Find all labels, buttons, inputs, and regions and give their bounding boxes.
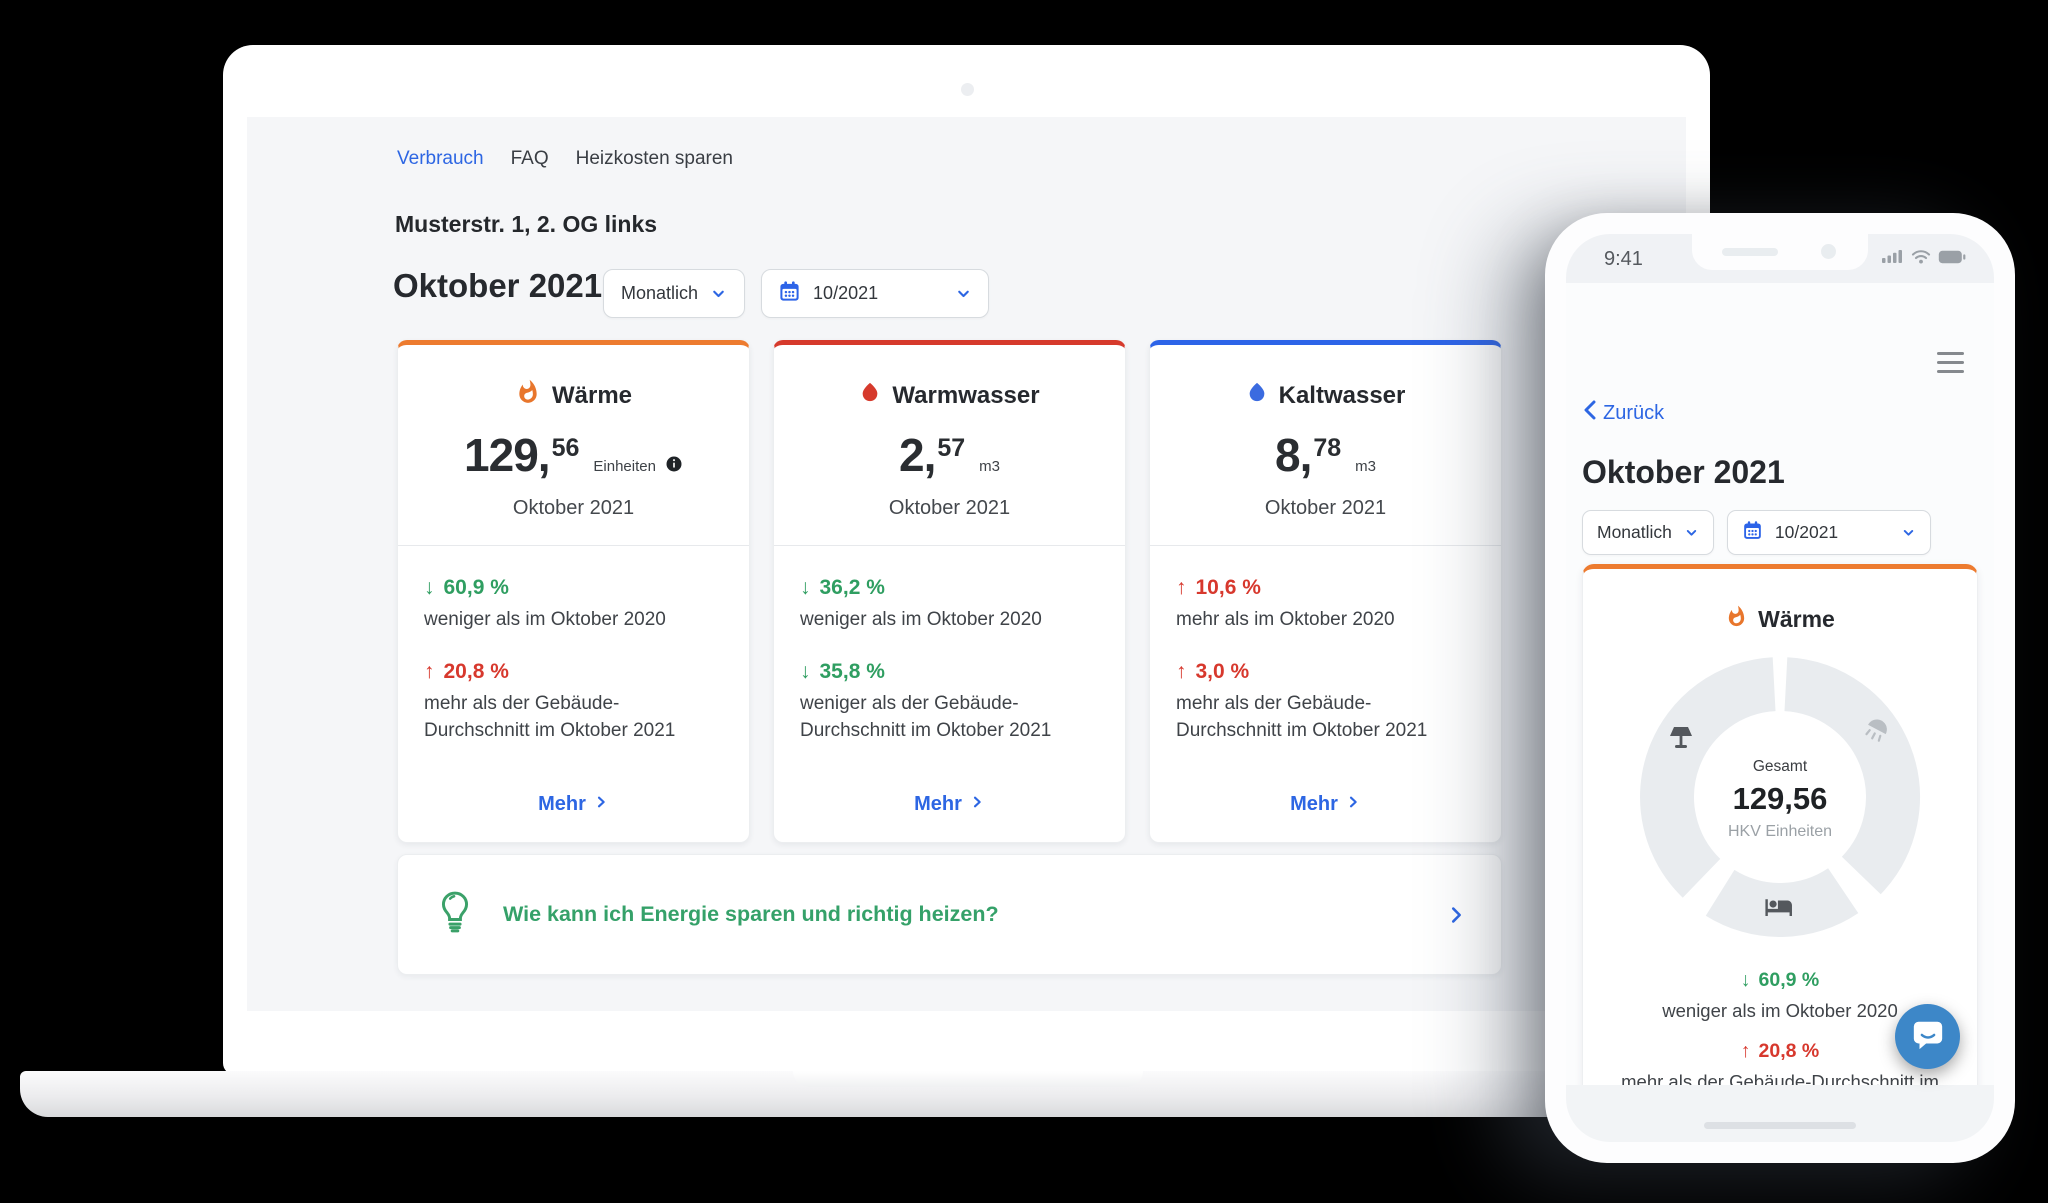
laptop-base-notch [792,1071,1143,1087]
phone-notch [1692,234,1868,270]
card-unit: m3 [979,458,1001,475]
arrow-up-icon: ↑ [1176,659,1187,683]
card-kaltwasser: Kaltwasser 8, 78 m3 Oktober 2021 ↑ 10,6 % … [1149,340,1502,843]
chevron-down-icon [1901,525,1916,540]
filter-bar: Monatlich [1582,510,1931,555]
droplet-icon-red [859,379,881,412]
consumption-cards: Wärme 129, 56 Einheiten Oktober 2021 [397,340,1502,843]
chevron-down-icon [1684,525,1699,540]
chevron-down-icon [955,285,972,302]
flame-icon [1725,605,1748,634]
divider [398,545,749,546]
month-dropdown-label: 10/2021 [813,283,879,303]
phone-statusbar: 9:41 [1566,234,1994,283]
nav-item-heizkosten-sparen[interactable]: Heizkosten sparen [575,148,734,169]
wifi-icon [1911,249,1931,269]
speaker-slot [1722,248,1778,256]
period-title: Oktober 2021 [1582,454,1785,490]
lamp-icon [1670,727,1692,748]
card-title-label: Kaltwasser [1278,381,1406,409]
arrow-down-icon: ↓ [800,659,811,683]
more-link[interactable]: Mehr [1150,793,1501,816]
phone-footer [1566,1085,1994,1142]
arrow-up-icon: ↑ [424,659,435,683]
donut-chart: Gesamt 129,56 HKV Einheiten [1637,654,1923,945]
month-dropdown[interactable]: 10/2021 [761,269,990,318]
nav-item-verbrauch[interactable]: Verbrauch [397,148,484,169]
phone-screen: 9:41 [1566,234,1994,1142]
arrow-down-icon: ↓ [424,576,435,599]
interval-dropdown[interactable]: Monatlich [1582,510,1714,555]
chevron-right-icon[interactable] [1445,904,1467,926]
more-link[interactable]: Mehr [398,793,749,816]
chat-icon [1911,1017,1945,1056]
arrow-down-icon: ↓ [1740,969,1751,991]
arrow-down-icon: ↓ [800,576,811,599]
signal-icon [1882,249,1904,269]
laptop-frame: Verbrauch FAQ Heizkosten sparen Musterst… [223,45,1710,1075]
card-value: 129, 56 Einheiten [398,428,749,482]
home-indicator[interactable] [1704,1122,1856,1129]
battery-icon [1938,250,1966,269]
chevron-down-icon [710,285,727,302]
stat-vs-last-year: ↓ 60,9 % weniger als im Oktober 2020 [1662,969,1898,1021]
stat-vs-last-year: ↑ 10,6 % mehr als im Oktober 2020 [1176,576,1395,630]
interval-dropdown[interactable]: Monatlich [603,269,746,318]
stat-vs-last-year: ↓ 36,2 % weniger als im Oktober 2020 [800,576,1042,630]
divider [774,545,1125,546]
bed-icon [1765,899,1792,916]
address-heading: Musterstr. 1, 2. OG links [395,211,658,237]
nav-item-faq[interactable]: FAQ [510,148,549,169]
divider [1150,545,1501,546]
webcam-dot [960,83,974,96]
stat-vs-building: ↓ 35,8 % weniger als der Gebäude-Durchsch… [800,659,1052,741]
menu-icon[interactable] [1937,352,1964,373]
energy-tips-banner[interactable]: Wie kann ich Energie sparen und richtig … [397,854,1502,975]
flame-icon [515,379,541,412]
arrow-up-icon: ↑ [1740,1039,1751,1062]
card-value: 2, 57 m3 [898,429,1001,481]
stat-vs-building: ↑ 3,0 % mehr als der Gebäude-Durchschnitt… [1176,659,1428,741]
back-link[interactable]: Zurück [1583,400,1664,426]
month-dropdown[interactable]: 10/2021 [1726,510,1931,555]
card-unit: m3 [1355,458,1377,475]
card-waerme: Wärme 129, 56 Einheiten Oktober 2021 [397,340,750,843]
top-nav: Verbrauch FAQ Heizkosten sparen [397,148,733,170]
droplet-icon-blue [1246,379,1268,412]
stat-vs-building: ↑ 20,8 % mehr als der Gebäude-Durchschnit… [424,659,676,741]
card-value: 8, 78 m3 [1274,429,1377,481]
web-page: Verbrauch FAQ Heizkosten sparen Musterst… [247,117,1686,1011]
card-period: Oktober 2021 [512,497,635,519]
more-link[interactable]: Mehr [774,793,1125,816]
status-time: 9:41 [1604,248,1643,270]
shower-icon [1865,719,1887,742]
card-period: Oktober 2021 [888,497,1011,519]
chevron-left-icon [1583,400,1597,426]
front-camera [1821,244,1836,259]
card-period: Oktober 2021 [1264,497,1387,519]
card-title-label: Wärme [1758,606,1835,632]
phone-frame: 9:41 [1545,213,2015,1163]
donut-center: Gesamt 129,56 HKV Einheiten [1727,758,1833,840]
chevron-right-icon [969,793,985,816]
stat-vs-last-year: ↓ 60,9 % weniger als im Oktober 2020 [424,576,666,630]
card-warmwasser: Warmwasser 2, 57 m3 Oktober 2021 ↓ 36,2 % … [773,340,1126,843]
lightbulb-icon [434,889,476,940]
card-title-label: Warmwasser [892,381,1040,409]
calendar-icon [1742,520,1763,546]
arrow-up-icon: ↑ [1176,576,1187,599]
card-title-label: Wärme [551,381,633,409]
banner-text: Wie kann ich Energie sparen und richtig … [503,902,999,926]
info-icon[interactable] [665,455,683,478]
card-unit: Einheiten [593,458,656,475]
chevron-right-icon [593,793,609,816]
period-title: Oktober 2021 [393,267,603,304]
chevron-right-icon [1345,793,1361,816]
chat-launcher-button[interactable] [1895,1004,1960,1069]
interval-dropdown-label: Monatlich [621,283,699,303]
filter-bar: Monatlich [603,269,990,318]
calendar-icon [778,280,801,308]
